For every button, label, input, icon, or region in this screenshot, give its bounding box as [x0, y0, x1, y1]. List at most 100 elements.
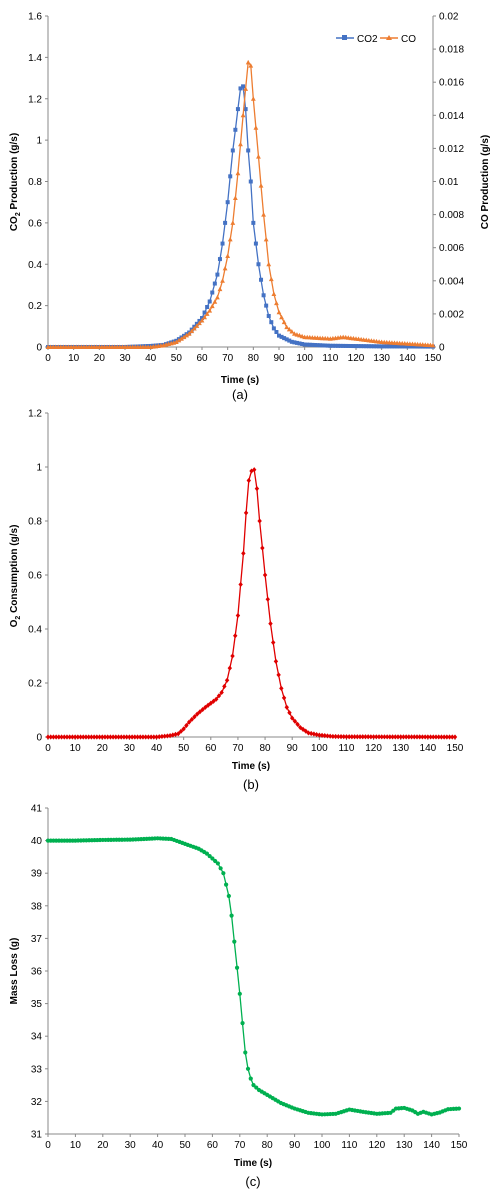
y2-tick-label: 0: [439, 343, 445, 354]
series-series-point: [197, 709, 203, 715]
y2-tick-label: 0.016: [439, 78, 464, 89]
y-tick-label: 0: [36, 343, 42, 354]
series-series-point: [214, 696, 219, 702]
series-co2-point: [405, 344, 410, 349]
y-tick-label: 0.4: [28, 260, 42, 271]
series-series-point: [151, 734, 157, 740]
series-series-point: [325, 733, 330, 739]
series-co-point: [179, 336, 184, 341]
series-co2-point: [251, 220, 256, 225]
y2-tick-label: 0.018: [439, 45, 464, 56]
series-co2-point: [395, 344, 400, 349]
series-co2-point: [279, 334, 284, 339]
y-tick-label: 32: [31, 1097, 43, 1108]
panel-c: 0 10 20 30 40 50 60 70 80 90 100 110 120 130 140 150 31…: [9, 804, 468, 1190]
series-co2-point: [269, 320, 274, 325]
series-series-point: [412, 734, 417, 740]
series-co-point: [240, 112, 246, 118]
y-tick-label: 38: [31, 901, 43, 912]
series-co-point: [173, 339, 179, 345]
series-co2-line: [48, 85, 433, 348]
series-co-point: [243, 86, 249, 91]
series-co-point: [289, 329, 295, 334]
x-tick-label: 0: [45, 353, 51, 364]
x-tick-label: 50: [171, 353, 183, 364]
series-series-point: [56, 734, 62, 740]
series-co2-point: [382, 344, 387, 349]
series-co-point: [189, 328, 195, 334]
x-tick-label: 20: [94, 353, 106, 364]
series-co2-point: [241, 84, 246, 89]
series-series-point: [252, 467, 257, 473]
series-series-point: [371, 734, 376, 740]
series-series-point: [363, 734, 368, 740]
panel-c-x-ticks: 0 10 20 30 40 50 60 70 80 90 100 110 120 130 140 150: [45, 1134, 468, 1151]
series-series-point: [292, 718, 298, 724]
series-series-point: [224, 882, 229, 887]
series-series-point: [140, 734, 146, 740]
series-series-point: [260, 545, 265, 551]
y2-tick-label: 0.014: [439, 111, 464, 122]
series-co2-point: [297, 341, 302, 346]
series-series-point: [417, 734, 422, 740]
series-series-point: [94, 734, 100, 740]
y-tick-label: 1.6: [28, 12, 42, 23]
series-series-point: [192, 714, 197, 720]
series-series-point: [121, 734, 127, 740]
series-co2-point: [369, 344, 374, 349]
series-co-point: [191, 325, 197, 331]
series-co-point: [235, 170, 241, 176]
series-co2-point: [300, 341, 305, 346]
series-series-point: [431, 734, 436, 740]
series-series-point: [357, 734, 363, 740]
series-series-point: [403, 734, 409, 740]
series-series-point: [241, 550, 246, 556]
y-tick-label: 0.2: [28, 679, 42, 690]
series-co-point: [222, 265, 228, 271]
series-co2-point: [359, 344, 364, 349]
series-co2-point: [228, 174, 233, 179]
series-series-point: [322, 733, 327, 739]
series-series-point: [62, 734, 67, 740]
series-co-point: [276, 309, 282, 315]
series-series-point: [119, 734, 124, 740]
series-co2-point: [292, 340, 297, 345]
series-co-point: [212, 299, 218, 304]
series-co2-point: [400, 344, 405, 349]
series-co2-point: [289, 339, 294, 344]
series-co-line: [48, 60, 434, 348]
series-co2-point: [274, 330, 279, 335]
legend-co-marker: [386, 35, 392, 40]
series-series-point: [379, 734, 384, 740]
series-series-point: [246, 477, 251, 484]
y-tick-label: 0.6: [28, 571, 42, 582]
series-co2-point: [215, 272, 220, 277]
series-co2-point: [217, 257, 222, 262]
series-co2-point: [238, 86, 243, 91]
x-tick-label: 150: [425, 353, 442, 364]
series-series-point: [330, 733, 336, 740]
series-co-point: [199, 318, 205, 323]
series-series-point: [344, 734, 349, 740]
series-series-point: [232, 939, 237, 944]
y-tick-label: 33: [31, 1064, 43, 1075]
y2-tick-label: 0.008: [439, 210, 464, 221]
panel-a-caption: (a): [232, 387, 248, 402]
series-series-point: [221, 871, 226, 876]
series-co-point: [297, 332, 302, 338]
x-tick-label: 120: [368, 1140, 385, 1151]
series-series-point: [233, 633, 238, 639]
series-series-point: [210, 856, 215, 861]
series-series-point: [341, 734, 346, 740]
series-series-point: [75, 734, 81, 740]
series-co-point: [281, 319, 287, 325]
series-co2-point: [259, 277, 264, 282]
x-tick-label: 80: [262, 1140, 274, 1151]
panel-a-y2-ticks: 0 0.002 0.004 0.006 0.008 0.01 0.012 0.014 0.016…: [433, 12, 464, 354]
y-tick-label: 1.2: [28, 94, 42, 105]
x-tick-label: 110: [341, 1140, 357, 1151]
series-series-point: [216, 693, 222, 699]
series-co-point: [225, 253, 231, 258]
series-series-point: [456, 1106, 462, 1111]
series-co2-point: [343, 343, 348, 348]
